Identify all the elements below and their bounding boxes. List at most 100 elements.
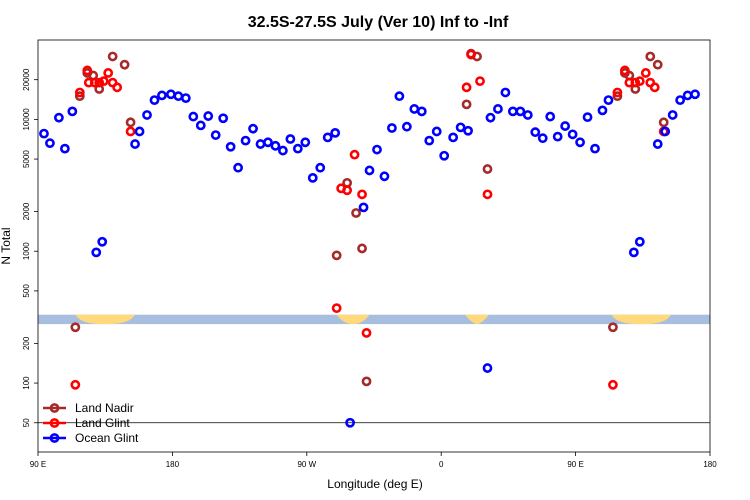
ocean-glint-point [45,138,55,149]
land-glint-point [70,379,81,390]
ocean-glint-point [270,140,281,151]
ocean-glint-point [307,172,318,183]
x-tick-label: 90 E [567,460,583,469]
ocean-glint-point [667,110,678,120]
land-glint-point [612,87,623,98]
ocean-glint-point [188,111,199,122]
ocean-glint-point [240,135,251,146]
ocean-glint-point [225,141,236,152]
ocean-glint-point [97,236,108,247]
ocean-glint-point [157,90,167,101]
ocean-glint-point [500,87,511,98]
y-tick-label: 10000 [22,108,31,131]
land-nadir-point [608,322,618,333]
ocean-glint-point [439,150,450,161]
plot-frame [37,39,711,453]
land-glint-legend-marker [49,418,60,428]
ocean-glint-point [522,110,533,120]
ocean-glint-point [597,105,608,116]
land-segment [336,314,370,325]
ocean-glint-point [448,132,459,143]
ocean-glint-point [248,123,258,134]
ocean-glint-point [530,127,541,138]
ocean-glint-point [675,95,686,106]
land-nadir-point [119,59,130,70]
land-glint-point [112,82,123,93]
land-nadir-point [357,243,367,254]
ocean-glint-point [39,128,49,139]
y-tick-label: 50 [22,418,31,427]
ocean-glint-point [603,95,614,106]
ocean-glint-point [67,106,78,117]
ocean-glint-legend-marker [49,433,60,443]
ocean-glint-point [682,90,693,101]
land-nadir-point [74,91,85,102]
ocean-glint-point [590,143,600,154]
ocean-glint-point [628,247,639,258]
land-glint-point [125,126,136,137]
land-nadir-point [70,322,81,333]
land-nadir-point [612,91,623,102]
ocean-glint-point [493,104,503,114]
x-axis-label: Longitude (deg E) [327,477,422,491]
land-glint-point [475,76,485,87]
ocean-glint-point [416,106,427,117]
land-nadir-point [658,117,669,128]
land-glint-point [608,379,618,390]
ocean-glint-point [255,139,266,149]
land-segment [75,314,136,325]
x-tick-label: 180 [703,460,717,469]
y-tick-label: 100 [22,376,31,390]
x-tick-label: 0 [439,460,444,469]
land-glint-point [331,303,342,314]
ocean-glint-point [424,135,435,146]
ocean-glint-point [322,132,333,143]
land-glint-point [82,65,93,76]
ocean-glint-point [409,104,420,114]
ocean-glint-point [233,162,244,173]
ocean-glint-point [485,112,496,123]
ocean-glint-point [364,165,375,176]
x-tick-label: 90 W [297,460,316,469]
ocean-glint-point [358,202,369,213]
ocean-glint-point [54,112,64,123]
land-nadir-legend-marker [49,403,60,413]
land-glint-point [461,82,472,93]
ocean-glint-point [210,130,221,140]
ocean-glint-point [315,162,326,173]
ocean-glint-point [463,125,473,136]
land-nadir-point [652,59,663,70]
ocean-glint-point [401,121,412,132]
y-tick-label: 500 [22,284,31,298]
land-glint-point [630,77,641,88]
land-nadir-point [351,208,361,218]
land-glint-legend-label: Land Glint [75,416,130,430]
ocean-glint-point [59,143,70,154]
ocean-glint-point [634,236,645,247]
x-axis: 90 E 180 90 W 0 90 E 180 [30,452,717,469]
ocean-glint-point [218,113,229,124]
land-nadir-point [645,51,656,62]
ocean-glint-legend-label: Ocean Glint [75,431,139,445]
y-axis: 50 100 200 500 1000 2000 5000 10000 20000 [22,68,38,427]
ocean-glint-point [537,133,548,144]
land-nadir-point [331,250,342,261]
land-glint-point [98,76,109,87]
ocean-glint-point [582,112,593,123]
ocean-glint-point [387,123,397,133]
ocean-glint-point [575,137,585,148]
land-glint-point [74,87,85,98]
ocean-glint-point [91,247,102,258]
ocean-glint-point [345,417,356,428]
ocean-glint-point [166,89,176,100]
ocean-glint-point [278,145,288,156]
ocean-glint-point [567,129,578,140]
ocean-glint-point [330,127,341,138]
land-glint-point [357,189,367,200]
y-tick-label: 20000 [22,68,31,91]
ocean-glint-point [552,131,563,142]
ocean-glint-point [660,126,671,137]
data-points [39,48,700,428]
ocean-glint-point [482,363,493,373]
